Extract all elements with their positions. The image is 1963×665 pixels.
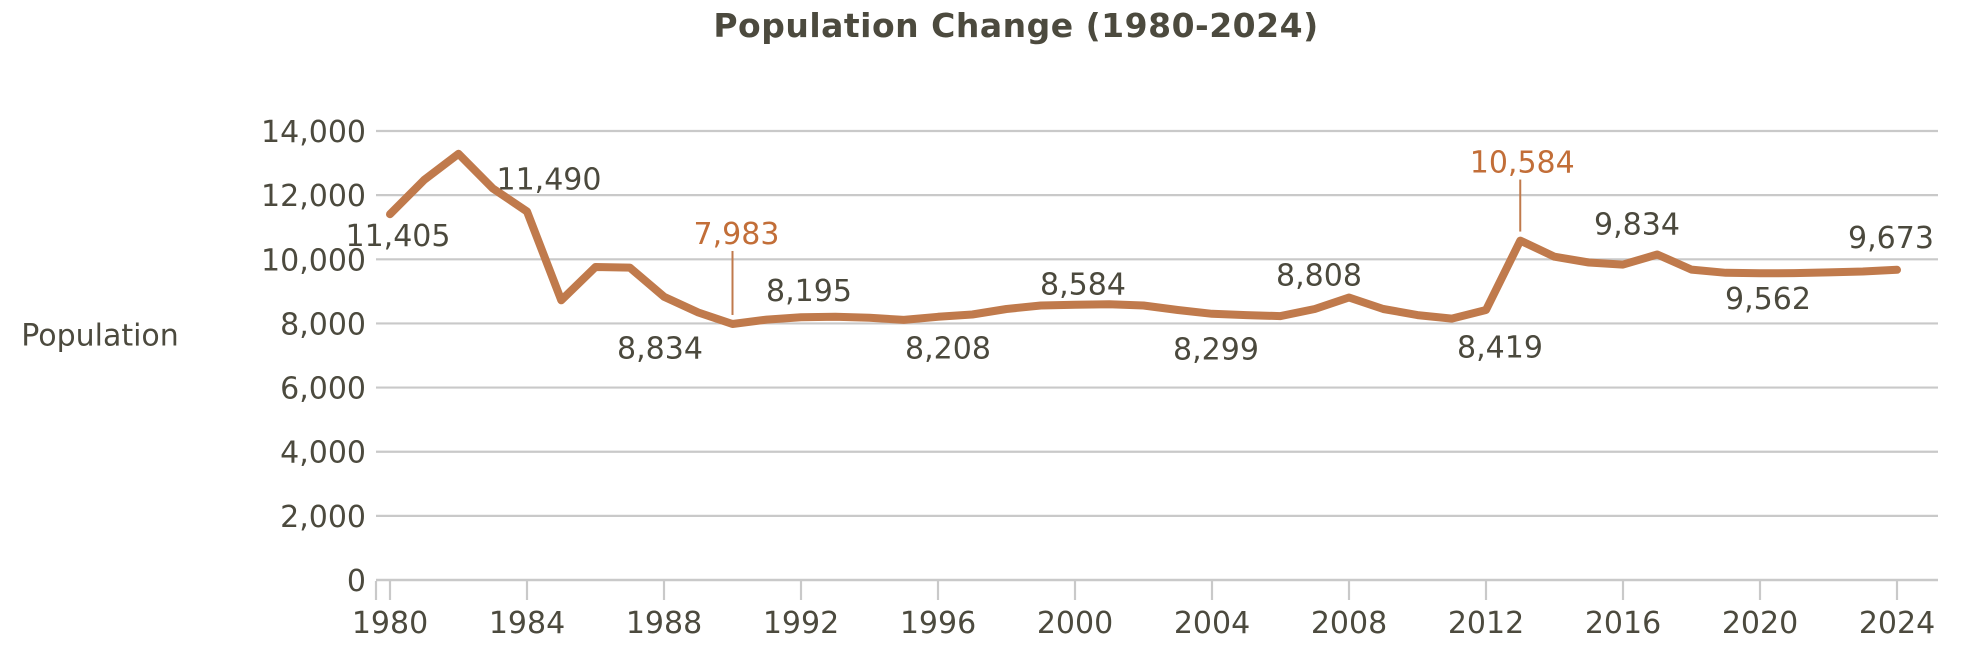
y-tick-label: 6,000 xyxy=(280,372,366,407)
y-tick-label: 14,000 xyxy=(261,115,366,150)
data-label: 8,808 xyxy=(1276,259,1362,294)
y-axis-title: Population xyxy=(21,318,179,354)
x-tick-label: 2012 xyxy=(1448,606,1524,641)
data-label: 11,490 xyxy=(497,163,602,198)
data-label: 8,208 xyxy=(905,331,991,366)
data-label: 8,195 xyxy=(766,274,852,309)
x-tick-label: 2008 xyxy=(1311,606,1387,641)
y-tick-label: 4,000 xyxy=(280,436,366,471)
data-label: 10,584 xyxy=(1470,146,1575,181)
x-tick-label: 2024 xyxy=(1859,606,1935,641)
x-tick-label: 2020 xyxy=(1722,606,1798,641)
x-tick-label: 1984 xyxy=(489,606,565,641)
x-tick-label: 1992 xyxy=(763,606,839,641)
x-tick-label: 2004 xyxy=(1174,606,1250,641)
data-label: 9,673 xyxy=(1848,221,1934,256)
data-label: 8,299 xyxy=(1173,332,1259,367)
data-label: 8,834 xyxy=(617,331,703,366)
data-label: 9,834 xyxy=(1594,208,1680,243)
x-tick-label: 2000 xyxy=(1037,606,1113,641)
y-tick-label: 10,000 xyxy=(261,243,366,278)
x-tick-label: 2016 xyxy=(1585,606,1661,641)
y-tick-label: 2,000 xyxy=(280,500,366,535)
x-tick-label: 1996 xyxy=(900,606,976,641)
data-label: 8,419 xyxy=(1457,331,1543,366)
data-label: 11,405 xyxy=(346,219,451,254)
data-label: 8,584 xyxy=(1040,268,1126,303)
x-tick-label: 1980 xyxy=(352,606,428,641)
y-tick-label: 8,000 xyxy=(280,307,366,342)
data-label: 9,562 xyxy=(1725,282,1811,317)
chart-title: Population Change (1980-2024) xyxy=(713,6,1319,45)
data-label: 7,983 xyxy=(694,217,780,252)
y-tick-label: 0 xyxy=(347,564,366,599)
y-tick-label: 12,000 xyxy=(261,179,366,214)
x-tick-label: 1988 xyxy=(626,606,702,641)
population-line xyxy=(386,149,1901,328)
